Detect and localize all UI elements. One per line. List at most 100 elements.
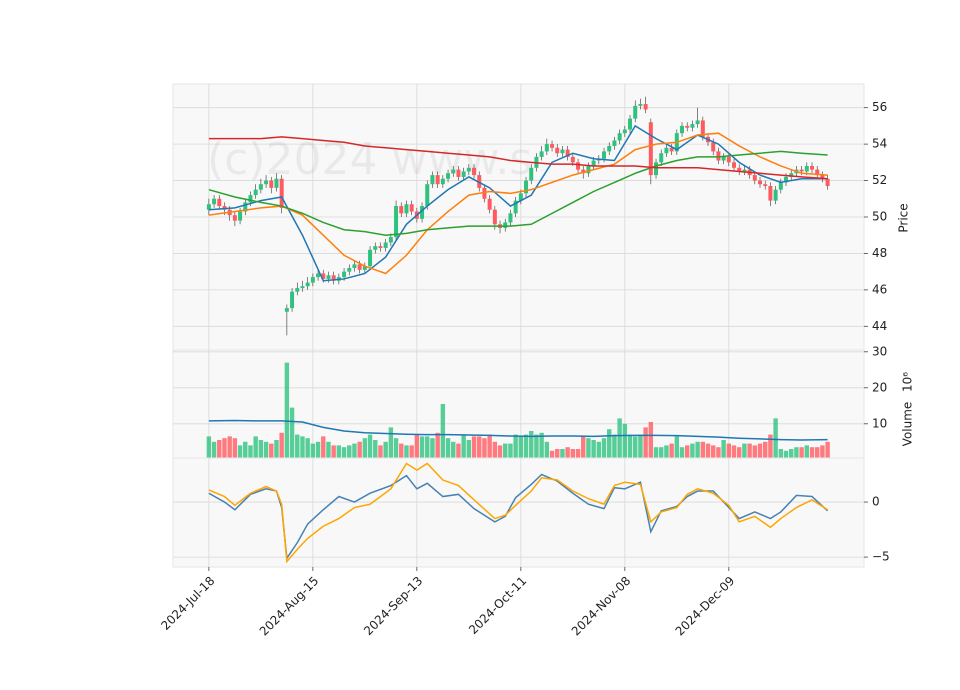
candle-body xyxy=(804,165,809,172)
volume-bar xyxy=(518,436,524,458)
volume-bar xyxy=(362,438,368,458)
y-tick-label: 54 xyxy=(872,137,887,151)
volume-bar xyxy=(591,440,596,458)
candle-body xyxy=(508,213,513,223)
line xyxy=(208,132,828,275)
x-tick-label: 2024-Aug-15 xyxy=(257,574,322,639)
volume-bar xyxy=(627,434,633,458)
candle-body xyxy=(654,162,659,176)
candle-body xyxy=(399,206,404,214)
volume-bar xyxy=(352,443,357,458)
candle-body xyxy=(810,165,815,170)
candle-body xyxy=(513,200,518,214)
candle-body xyxy=(700,120,705,137)
candle-body xyxy=(394,206,399,238)
candle-body xyxy=(404,204,409,214)
candle-body xyxy=(555,147,560,154)
line xyxy=(208,124,828,282)
candle-body xyxy=(591,160,596,166)
volume-bar xyxy=(451,441,456,458)
volume-bar xyxy=(513,434,518,458)
volume-bar xyxy=(367,434,373,458)
volume-bar xyxy=(815,447,820,458)
volume-bar xyxy=(659,447,664,458)
candle-body xyxy=(347,268,352,272)
x-tick-label: 2024-Sep-13 xyxy=(361,574,425,638)
volume-bar xyxy=(555,449,560,458)
candle-body xyxy=(352,264,357,269)
candle-body xyxy=(284,308,289,312)
volume-bar xyxy=(477,436,482,458)
volume-bar xyxy=(388,427,394,458)
volume-bar xyxy=(383,441,388,458)
candle-body xyxy=(570,156,575,163)
volume-bar xyxy=(419,436,425,458)
candle-body xyxy=(726,156,731,163)
candle-body xyxy=(638,104,643,106)
candle-body xyxy=(206,204,211,210)
candle-body xyxy=(321,273,326,279)
volume-bar xyxy=(253,436,258,458)
candle-body xyxy=(409,204,414,212)
candle-body xyxy=(539,151,544,157)
candle-body xyxy=(456,169,461,177)
volume-bar xyxy=(523,434,529,458)
candle-body xyxy=(430,175,435,185)
volume-bar xyxy=(440,404,446,458)
candle-body xyxy=(622,129,627,134)
y-tick-label: 10 xyxy=(872,416,887,430)
x-tick-label: 2024-Oct-11 xyxy=(466,574,529,637)
candle-body xyxy=(248,195,253,203)
volume-bar xyxy=(763,441,768,458)
candle-body xyxy=(752,175,757,181)
candle-body xyxy=(279,178,284,208)
volume-bar xyxy=(409,445,414,458)
candle-body xyxy=(342,271,347,278)
volume-bar xyxy=(466,440,472,458)
candle-body xyxy=(461,171,466,177)
volume-bar xyxy=(705,443,711,458)
candle-body xyxy=(331,275,336,281)
candle-body xyxy=(362,266,367,270)
candle-body xyxy=(560,149,565,154)
candle-body xyxy=(269,180,274,188)
volume-bar xyxy=(378,445,383,458)
y-tick-label: 48 xyxy=(872,246,887,260)
volume-bar xyxy=(430,438,435,458)
x-tick-label: 2024-Jul-18 xyxy=(158,574,217,633)
volume-bar xyxy=(544,441,550,458)
volume-bar xyxy=(664,445,669,458)
candle-body xyxy=(773,189,778,201)
volume-bar xyxy=(622,423,628,458)
candle-body xyxy=(550,144,555,148)
candle-body xyxy=(732,162,737,168)
candle-body xyxy=(503,222,508,228)
y-tick-label: 52 xyxy=(872,173,887,187)
candle-body xyxy=(368,249,373,267)
volume-bar xyxy=(565,447,570,458)
candle-body xyxy=(742,169,747,172)
volume-bar xyxy=(243,441,248,458)
volume-bar xyxy=(284,362,290,458)
candle-body xyxy=(310,277,315,283)
volume-bar xyxy=(248,445,253,458)
volume-bar xyxy=(747,443,752,458)
volume-bar xyxy=(399,443,404,458)
candle-body xyxy=(716,151,721,161)
volume-bar xyxy=(773,418,778,458)
candle-body xyxy=(778,182,783,190)
candle-body xyxy=(232,215,237,221)
volume-bar xyxy=(809,447,815,458)
volume-bar xyxy=(586,438,591,458)
volume-bar xyxy=(575,449,581,458)
volume-bar xyxy=(341,447,347,458)
candle-body xyxy=(565,149,570,157)
candle-body xyxy=(446,173,451,179)
candle-body xyxy=(425,184,430,207)
volume-bar xyxy=(820,445,825,458)
volume-bar xyxy=(211,441,217,458)
candle-body xyxy=(383,242,388,248)
volume-bar xyxy=(274,440,279,458)
candle-body xyxy=(612,140,617,146)
volume-bar xyxy=(799,447,804,458)
